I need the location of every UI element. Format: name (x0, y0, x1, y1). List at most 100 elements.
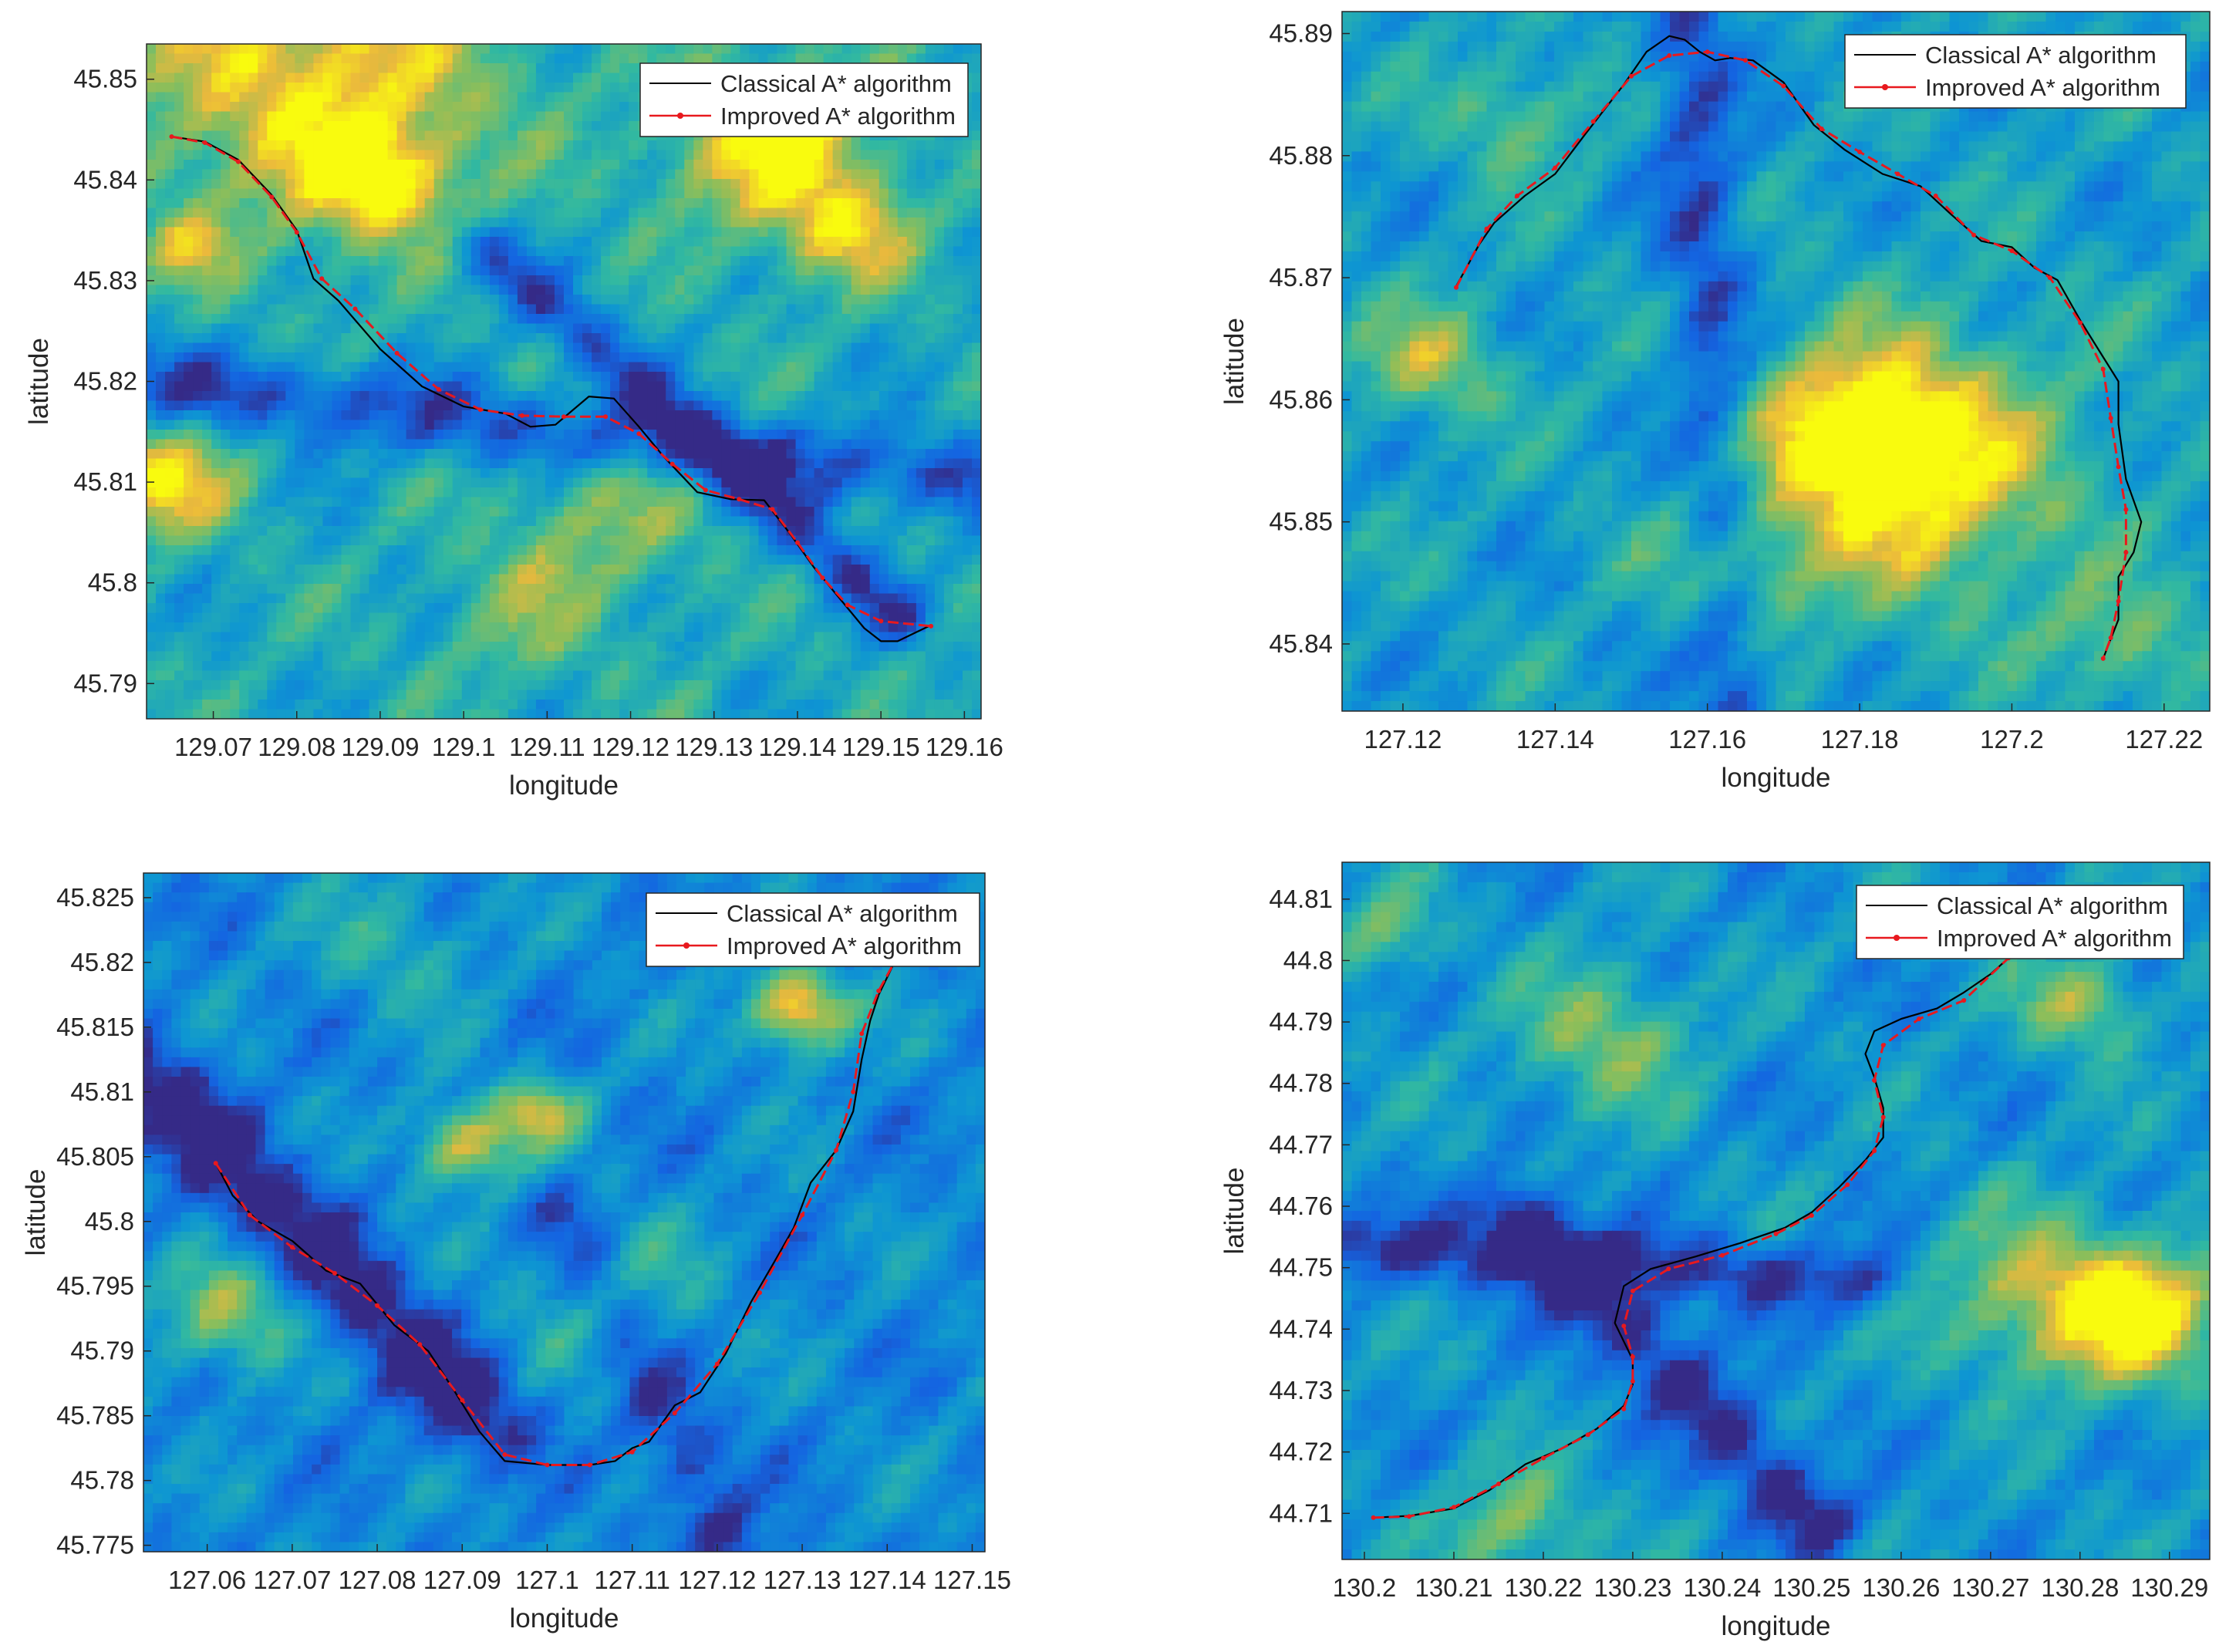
improved-path-point (417, 1342, 423, 1347)
legend-marker (677, 113, 683, 119)
improved-path-point (2116, 598, 2121, 604)
improved-path-point (2123, 507, 2129, 512)
y-tick-label: 44.78 (1269, 1069, 1333, 1097)
improved-path-point (1819, 126, 1824, 131)
improved-path-point (2009, 248, 2015, 254)
x-tick-label: 127.16 (1668, 725, 1746, 754)
improved-path-point (1719, 1252, 1725, 1258)
y-tick-label: 45.81 (70, 1077, 134, 1106)
y-tick-label: 45.86 (1269, 385, 1333, 413)
legend-box (639, 62, 969, 137)
x-tick-label: 127.15 (933, 1566, 1011, 1594)
improved-path-point (1515, 194, 1519, 198)
improved-path-point (394, 350, 400, 356)
y-tick-label: 45.825 (56, 883, 134, 912)
y-tick-label: 45.88 (1269, 141, 1333, 170)
legend-box (1844, 34, 2187, 109)
improved-path-point (213, 1161, 218, 1166)
improved-path-point (876, 988, 882, 993)
improved-path-point (1705, 49, 1710, 55)
improved-path-point (878, 619, 884, 624)
improved-path-point (1484, 226, 1489, 231)
y-tick-label: 45.89 (1269, 19, 1333, 47)
x-tick-label: 129.07 (174, 733, 252, 761)
x-tick-label: 129.1 (432, 733, 496, 761)
y-tick-label: 45.805 (56, 1142, 134, 1171)
improved-path-point (1630, 1379, 1635, 1384)
terrain-heatmap (147, 44, 981, 719)
y-tick-label: 45.84 (1269, 629, 1333, 658)
legend-entry: Improved A* algorithm (727, 932, 962, 959)
improved-path-point (519, 413, 524, 418)
improved-path-point (795, 540, 800, 545)
legend-marker (683, 942, 690, 949)
improved-path-point (1880, 1114, 1886, 1120)
improved-path-point (1630, 1354, 1635, 1360)
improved-path-point (672, 1411, 677, 1416)
x-tick-label: 127.18 (1821, 725, 1899, 754)
improved-path-point (2108, 636, 2113, 640)
classical-path-line (1373, 957, 2009, 1519)
improved-path-point (757, 1290, 762, 1296)
x-tick-label: 130.28 (2041, 1573, 2119, 1602)
improved-path-point (1371, 1515, 1376, 1520)
improved-path-point (669, 461, 675, 467)
legend-box (646, 892, 980, 967)
improved-path-point (800, 1212, 805, 1218)
chart-panel-3: 127.06 127.07 127.08 127.09 127.1 127.11 127.1… (21, 872, 1011, 1633)
improved-path-point (1845, 1182, 1850, 1188)
x-tick-label: 130.26 (1862, 1573, 1940, 1602)
legend-entry: Classical A* algorithm (1925, 42, 2157, 69)
improved-path-point (1590, 119, 1596, 124)
improved-path-point (460, 1397, 465, 1403)
improved-path-point (737, 497, 742, 502)
y-tick-label: 45.79 (70, 1337, 134, 1365)
x-tick-label: 127.14 (1516, 725, 1594, 754)
x-tick-label: 130.27 (1951, 1573, 2029, 1602)
x-tick-label: 129.15 (842, 733, 920, 761)
y-axis-label: latitude (24, 338, 54, 425)
legend-entry: Classical A* algorithm (1937, 892, 2168, 919)
improved-path-point (236, 159, 241, 164)
improved-path-point (603, 414, 609, 420)
x-tick-label: 127.11 (594, 1566, 669, 1594)
x-tick-label: 127.12 (678, 1566, 756, 1594)
improved-path-point (502, 1452, 508, 1457)
legend: Classical A* algorithm Improved A* algori… (1856, 885, 2184, 959)
improved-path-point (834, 1148, 839, 1153)
improved-path-point (1895, 171, 1900, 177)
x-tick-label: 130.2 (1333, 1573, 1397, 1602)
improved-path-point (2100, 656, 2106, 661)
x-tick-label: 129.13 (675, 733, 753, 761)
improved-path-point (1585, 1432, 1590, 1438)
improved-path-point (2123, 550, 2129, 555)
improved-path-point (319, 276, 325, 282)
y-tick-label: 45.78 (70, 1466, 134, 1495)
improved-path-point (1743, 58, 1748, 63)
y-tick-label: 45.82 (70, 948, 134, 976)
improved-path-line (214, 959, 897, 1466)
y-tick-label: 45.775 (56, 1531, 134, 1559)
terrain-heatmap (1342, 862, 2210, 1559)
y-tick-label: 44.71 (1269, 1499, 1333, 1527)
x-tick-label: 130.22 (1504, 1573, 1582, 1602)
improved-path-point (859, 1031, 865, 1037)
improved-path-point (2100, 366, 2106, 372)
y-axis-label: latitude (1219, 318, 1249, 405)
improved-path-point (1872, 1077, 1877, 1083)
improved-path-point (1621, 1406, 1627, 1411)
classical-path-line (214, 959, 897, 1466)
y-axis-label: latitude (1219, 1168, 1249, 1255)
y-tick-label: 44.75 (1269, 1253, 1333, 1282)
terrain-heatmap (1342, 12, 2210, 711)
y-tick-label: 44.72 (1269, 1438, 1333, 1466)
legend-entry: Improved A* algorithm (720, 103, 956, 130)
x-tick-label: 130.24 (1683, 1573, 1761, 1602)
improved-path-point (1621, 1323, 1627, 1329)
improved-path-point (1880, 1043, 1886, 1048)
x-axis-label: longitude (509, 770, 619, 801)
improved-path-point (1454, 285, 1459, 290)
x-axis-label: longitude (1721, 1611, 1830, 1641)
x-tick-label: 129.16 (926, 733, 1003, 761)
terrain-heatmap (143, 873, 985, 1552)
